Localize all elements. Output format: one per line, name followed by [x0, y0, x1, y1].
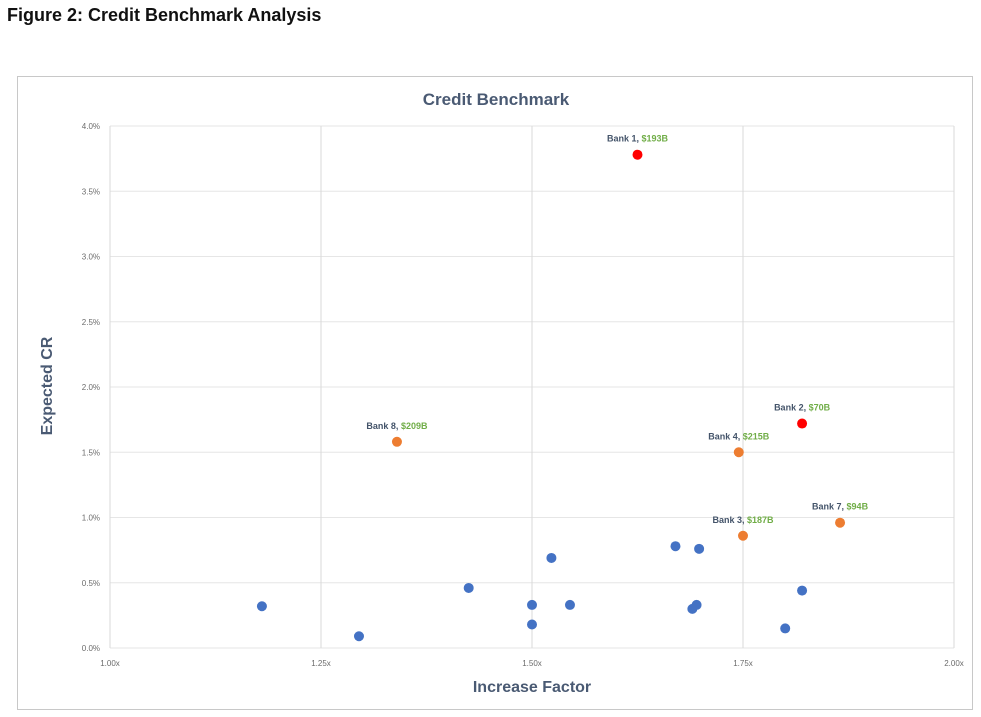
grid: [109, 125, 955, 649]
data-labels: Bank 8, $209B Bank 4, $215B Bank 3, $187B B…: [366, 134, 868, 525]
figure-title: Figure 2: Credit Benchmark Analysis: [7, 5, 322, 25]
y-tick-label: 1.0%: [82, 514, 100, 523]
chart-title: Credit Benchmark: [423, 90, 570, 109]
x-axis-label: Increase Factor: [473, 679, 591, 696]
y-tick-label: 1.5%: [82, 448, 100, 457]
x-tick-label: 1.75x: [733, 659, 753, 668]
chart-frame: [17, 76, 973, 710]
data-label: Bank 7, $94B: [812, 502, 869, 512]
data-point: [546, 552, 557, 563]
data-point: [835, 517, 846, 528]
data-label: Bank 2, $70B: [774, 403, 831, 413]
data-points: [256, 149, 846, 642]
data-point: [564, 599, 575, 610]
data-point: [527, 599, 537, 610]
y-tick-label: 0.5%: [82, 579, 100, 588]
data-label: Bank 8, $209B: [366, 421, 428, 431]
data-point: [527, 619, 537, 630]
data-point: [797, 585, 808, 596]
x-tick-label: 1.50x: [522, 659, 542, 668]
tick-labels: 0.0% 0.5% 1.0% 1.5% 2.0% 2.5% 3.0% 3.5% 4.0% 1.00…: [82, 122, 964, 668]
data-label: Bank 3, $187B: [712, 515, 774, 525]
x-tick-label: 1.25x: [311, 659, 331, 668]
y-tick-label: 4.0%: [82, 122, 100, 131]
data-point: [391, 436, 402, 447]
y-tick-label: 3.5%: [82, 187, 100, 196]
data-point: [691, 599, 702, 610]
data-point: [797, 418, 808, 429]
data-label: Bank 1, $193B: [607, 134, 669, 144]
data-label: Bank 4, $215B: [708, 431, 770, 441]
data-point: [733, 447, 744, 458]
x-tick-label: 1.00x: [100, 659, 120, 668]
y-tick-label: 2.5%: [82, 318, 100, 327]
y-axis-label: Expected CR: [39, 336, 56, 435]
data-point: [694, 543, 705, 554]
data-point: [463, 582, 474, 593]
data-point: [256, 601, 267, 612]
y-tick-label: 2.0%: [82, 383, 100, 392]
y-tick-label: 0.0%: [82, 644, 100, 653]
data-point: [738, 530, 748, 541]
data-point: [780, 623, 791, 634]
x-tick-label: 2.00x: [944, 659, 964, 668]
data-point: [632, 149, 643, 160]
data-point: [353, 631, 364, 642]
data-point: [670, 541, 681, 552]
y-tick-label: 3.0%: [82, 253, 100, 262]
